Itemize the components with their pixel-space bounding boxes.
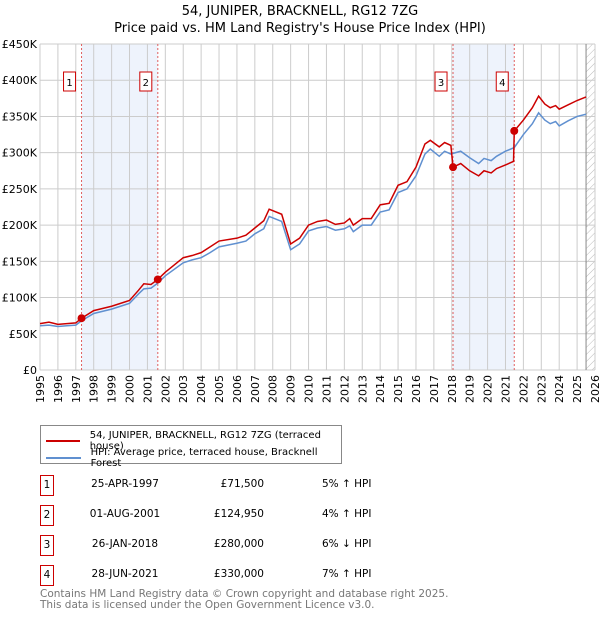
red-line-swatch [46, 440, 80, 442]
legend: 54, JUNIPER, BRACKNELL, RG12 7ZG (terrac… [40, 425, 342, 469]
legend-label: HPI: Average price, terraced house, Brac… [90, 447, 318, 469]
hpi-series-line [39, 111, 587, 328]
sale-point [153, 275, 162, 284]
y-tick-label: £50K [9, 328, 38, 341]
x-tick-label: 2023 [535, 375, 548, 403]
price-chart: 1995 1996 1997 1998 1999 2000 2001 2002 2003 2004… [2, 38, 600, 403]
transaction-price: £71,500 [220, 478, 264, 490]
x-tick-label: 1997 [70, 375, 83, 403]
x-tick-label: 2019 [464, 375, 477, 403]
x-tick-label: 1999 [106, 375, 119, 403]
x-tick-label: 2016 [410, 375, 423, 403]
shaded-range [453, 44, 515, 370]
sale-point [77, 314, 86, 323]
transaction-number: 4 [40, 565, 54, 586]
transaction-row: 3 26-JAN-2018 £280,000 6% ↓ HPI [40, 535, 440, 557]
x-tick-label: 2024 [553, 375, 566, 403]
sale-label: 3 [438, 78, 444, 89]
blue-line-swatch [46, 457, 81, 459]
x-tick-label: 1998 [88, 375, 101, 403]
x-tick-label: 2008 [267, 375, 280, 403]
x-tick-label: 2005 [213, 375, 226, 403]
chart-subtitle: Price paid vs. HM Land Registry's House … [114, 21, 486, 36]
x-tick-label: 1996 [52, 375, 65, 403]
transaction-number: 3 [40, 535, 54, 556]
transaction-number: 2 [40, 505, 54, 526]
x-tick-label: 2003 [177, 375, 190, 403]
y-tick-label: £150K [2, 255, 38, 268]
sale-label-box [63, 71, 77, 92]
transaction-price: £330,000 [213, 568, 264, 580]
x-tick-label: 2000 [124, 375, 137, 403]
x-tick-label: 2002 [159, 375, 172, 403]
x-tick-label: 2011 [320, 375, 333, 403]
sale-label-box [495, 71, 509, 92]
transaction-date: 25-APR-1997 [91, 478, 159, 490]
sale-label-box [434, 71, 448, 92]
x-tick-label: 2013 [356, 375, 369, 403]
x-tick-label: 2020 [482, 375, 495, 403]
y-tick-label: £100K [2, 292, 38, 305]
x-tick-label: 2015 [392, 375, 405, 403]
x-tick-label: 2017 [428, 375, 441, 403]
transaction-price: £280,000 [213, 538, 264, 550]
sale-label: 1 [66, 78, 72, 89]
transaction-row: 2 01-AUG-2001 £124,950 4% ↑ HPI [40, 505, 440, 527]
x-tick-label: 2018 [446, 375, 459, 403]
property-series-line [39, 94, 587, 326]
y-tick-label: £450K [2, 38, 38, 51]
y-tick-label: £350K [2, 110, 38, 123]
x-tick-label: 2006 [231, 375, 244, 403]
x-tick-label: 2009 [285, 375, 298, 403]
legend-item-property: 54, JUNIPER, BRACKNELL, RG12 7ZG (terrac… [46, 430, 341, 452]
transaction-date: 26-JAN-2018 [91, 538, 159, 550]
footer: Contains HM Land Registry data © Crown c… [40, 589, 448, 611]
transaction-hpi-diff: 7% ↑ HPI [322, 568, 372, 580]
x-tick-label: 2022 [517, 375, 530, 403]
legend-label: 54, JUNIPER, BRACKNELL, RG12 7ZG (terrac… [89, 430, 321, 452]
y-tick-label: £250K [2, 183, 38, 196]
x-tick-label: 2021 [499, 375, 512, 403]
chart-title: 54, JUNIPER, BRACKNELL, RG12 7ZG [181, 4, 419, 19]
sale-point [510, 126, 519, 135]
x-tick-label: 2012 [338, 375, 351, 403]
transaction-number: 1 [40, 475, 54, 496]
sale-label: 2 [143, 78, 149, 89]
sale-label: 4 [499, 78, 505, 89]
x-tick-label: 2001 [141, 375, 154, 403]
x-tick-label: 2010 [303, 375, 316, 403]
transaction-hpi-diff: 5% ↑ HPI [322, 478, 372, 490]
transaction-row: 1 25-APR-1997 £71,500 5% ↑ HPI [40, 475, 440, 497]
sale-label-box [139, 71, 153, 92]
x-tick-label: 1995 [34, 375, 47, 403]
y-tick-label: £200K [2, 219, 38, 232]
x-tick-label: 2014 [374, 375, 387, 403]
y-tick-label: £0 [23, 364, 37, 377]
footer-line: Contains HM Land Registry data © Crown c… [40, 588, 449, 600]
shaded-range [81, 44, 158, 370]
legend-item-hpi: HPI: Average price, terraced house, Brac… [46, 447, 341, 469]
footer-line: This data is licensed under the Open Gov… [40, 599, 375, 611]
forecast-hatch [586, 44, 595, 370]
x-tick-label: 2004 [195, 375, 208, 403]
transaction-date: 28-JUN-2021 [91, 568, 159, 580]
transaction-hpi-diff: 6% ↓ HPI [322, 538, 372, 550]
transaction-hpi-diff: 4% ↑ HPI [322, 508, 372, 520]
x-tick-label: 2026 [589, 375, 600, 403]
transaction-price: £124,950 [213, 508, 264, 520]
y-tick-label: £400K [2, 74, 38, 87]
transaction-row: 4 28-JUN-2021 £330,000 7% ↑ HPI [40, 565, 440, 587]
x-tick-label: 2025 [571, 375, 584, 403]
y-tick-label: £300K [2, 147, 38, 160]
transaction-date: 01-AUG-2001 [89, 508, 161, 520]
x-tick-label: 2007 [249, 375, 262, 403]
sale-point [449, 163, 458, 172]
